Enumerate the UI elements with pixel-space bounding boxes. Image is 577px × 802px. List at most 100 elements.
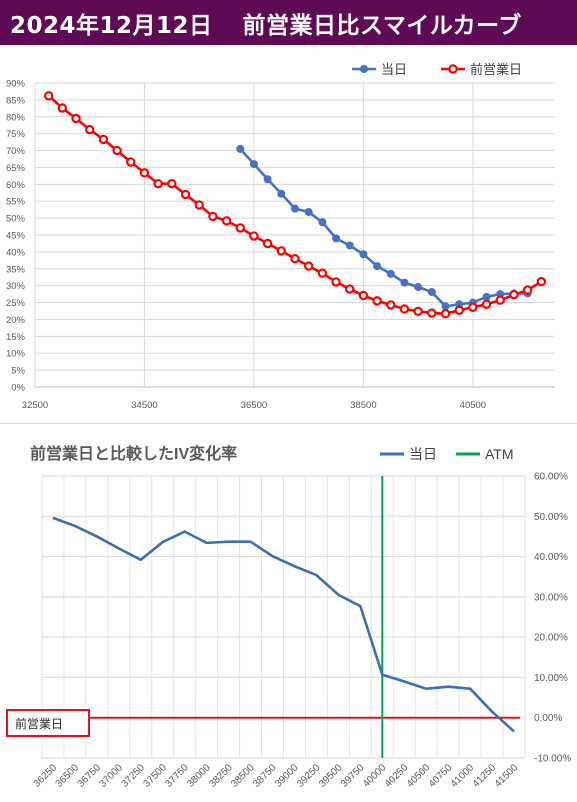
y-tick-label: 10% bbox=[6, 349, 26, 360]
data-point bbox=[495, 295, 505, 305]
data-point bbox=[249, 160, 258, 169]
x-tick-label: 37750 bbox=[163, 762, 191, 790]
chart-divider bbox=[0, 423, 577, 424]
data-point bbox=[359, 250, 368, 259]
x-tick-label: 40750 bbox=[427, 762, 455, 790]
x-tick-label: 34500 bbox=[131, 400, 157, 411]
data-point bbox=[43, 91, 54, 101]
data-point bbox=[85, 124, 95, 135]
data-point bbox=[304, 208, 313, 217]
x-tick-label: 37500 bbox=[141, 762, 169, 790]
data-point bbox=[263, 175, 272, 184]
reference-label-box bbox=[6, 709, 90, 737]
data-point bbox=[167, 178, 177, 189]
legend-marker bbox=[360, 65, 368, 73]
x-tick-label: 39750 bbox=[339, 762, 367, 790]
series-line-1 bbox=[52, 516, 515, 733]
x-tick-label: 40000 bbox=[361, 762, 389, 790]
data-point bbox=[318, 218, 327, 227]
reference-label: 前営業日 bbox=[15, 716, 63, 731]
data-point bbox=[345, 284, 355, 294]
iv-change-chart: 前営業日と比較したIV変化率 60.00% 50.00% 40.00% 30.00% 20… bbox=[6, 444, 571, 790]
data-point bbox=[276, 246, 287, 256]
x-tick-label: 36500 bbox=[54, 762, 82, 790]
smile-curve-chart: 0% 5% 10% 15% 20% 25% 30% 35% 40% 45% 50% 55% 60% 65%… bbox=[6, 62, 555, 411]
x-tick-label: 38000 bbox=[185, 762, 213, 790]
y-tick-label: 10.00% bbox=[534, 673, 568, 684]
x-tick-label: 40500 bbox=[405, 762, 433, 790]
data-point bbox=[427, 308, 437, 318]
y-tick-label: 90% bbox=[6, 79, 26, 90]
chart-title: 前営業日と比較したIV変化率 bbox=[30, 444, 237, 463]
x-tick-label: 36500 bbox=[241, 400, 267, 411]
y-tick-label: 85% bbox=[6, 95, 26, 106]
data-point bbox=[317, 268, 328, 278]
y-tick-label: 70% bbox=[6, 146, 26, 157]
banner-title: 前営業日比スマイルカーブ bbox=[242, 13, 522, 39]
data-point bbox=[98, 134, 109, 145]
data-point bbox=[180, 189, 191, 200]
x-tick-label: 39500 bbox=[317, 762, 345, 790]
data-point bbox=[235, 223, 245, 233]
x-tick-label: 39000 bbox=[273, 762, 301, 790]
data-point bbox=[481, 299, 492, 309]
data-point bbox=[277, 189, 286, 198]
data-point bbox=[221, 216, 232, 226]
data-point bbox=[440, 309, 451, 319]
y-tick-label: 65% bbox=[6, 163, 26, 174]
x-tick-label: 38500 bbox=[350, 400, 376, 411]
y-tick-label: 35% bbox=[6, 264, 26, 275]
y-tick-label: 40.00% bbox=[534, 552, 568, 563]
y-tick-label: 55% bbox=[6, 197, 26, 208]
x-tick-label: 41000 bbox=[449, 762, 477, 790]
data-point bbox=[482, 292, 491, 301]
data-point bbox=[399, 304, 410, 314]
data-point bbox=[386, 300, 396, 310]
y-tick-label: 80% bbox=[6, 112, 26, 123]
data-point bbox=[249, 231, 259, 241]
x-tick-label: 40500 bbox=[460, 400, 486, 411]
data-point bbox=[358, 290, 369, 301]
data-point bbox=[331, 277, 341, 287]
x-tick-label: 32500 bbox=[22, 400, 48, 411]
y-tick-label: 45% bbox=[6, 231, 26, 242]
series-line-1 bbox=[239, 147, 528, 308]
data-point bbox=[290, 253, 300, 264]
data-point bbox=[372, 296, 382, 306]
legend-label: ATM bbox=[485, 446, 514, 462]
data-point bbox=[126, 157, 136, 167]
data-point bbox=[345, 241, 354, 250]
data-point bbox=[71, 113, 81, 124]
data-point bbox=[441, 302, 450, 311]
banner-date: 2024年12月12日 bbox=[10, 13, 213, 39]
data-point bbox=[262, 238, 273, 249]
y-tick-label: 30% bbox=[6, 281, 26, 292]
y-tick-label: 50% bbox=[6, 214, 26, 225]
data-point bbox=[536, 276, 547, 287]
data-point bbox=[522, 285, 533, 295]
x-tick-label: 40250 bbox=[383, 762, 411, 790]
data-point bbox=[139, 168, 150, 178]
x-tick-label: 41250 bbox=[471, 762, 499, 790]
y-tick-label: -10.00% bbox=[534, 754, 571, 765]
data-point bbox=[373, 262, 382, 271]
y-tick-label: 30.00% bbox=[534, 592, 568, 603]
y-tick-label: 75% bbox=[6, 129, 26, 140]
y-tick-label: 5% bbox=[11, 366, 25, 377]
legend-label: 前営業日 bbox=[470, 62, 522, 77]
data-point bbox=[208, 211, 218, 222]
x-tick-label: 36250 bbox=[32, 762, 60, 790]
data-point bbox=[468, 302, 478, 312]
x-tick-label: 38500 bbox=[229, 762, 257, 790]
y-tick-label: 60.00% bbox=[534, 472, 568, 483]
data-point bbox=[112, 145, 122, 156]
x-tick-label: 37250 bbox=[119, 762, 147, 790]
data-point bbox=[153, 178, 163, 189]
data-point bbox=[291, 204, 299, 213]
x-tick-label: 41500 bbox=[493, 762, 521, 790]
x-tick-label: 38250 bbox=[207, 762, 235, 790]
y-tick-label: 15% bbox=[6, 332, 26, 343]
x-tick-label: 39250 bbox=[295, 762, 323, 790]
y-tick-label: 60% bbox=[6, 180, 26, 191]
data-point bbox=[509, 290, 519, 300]
